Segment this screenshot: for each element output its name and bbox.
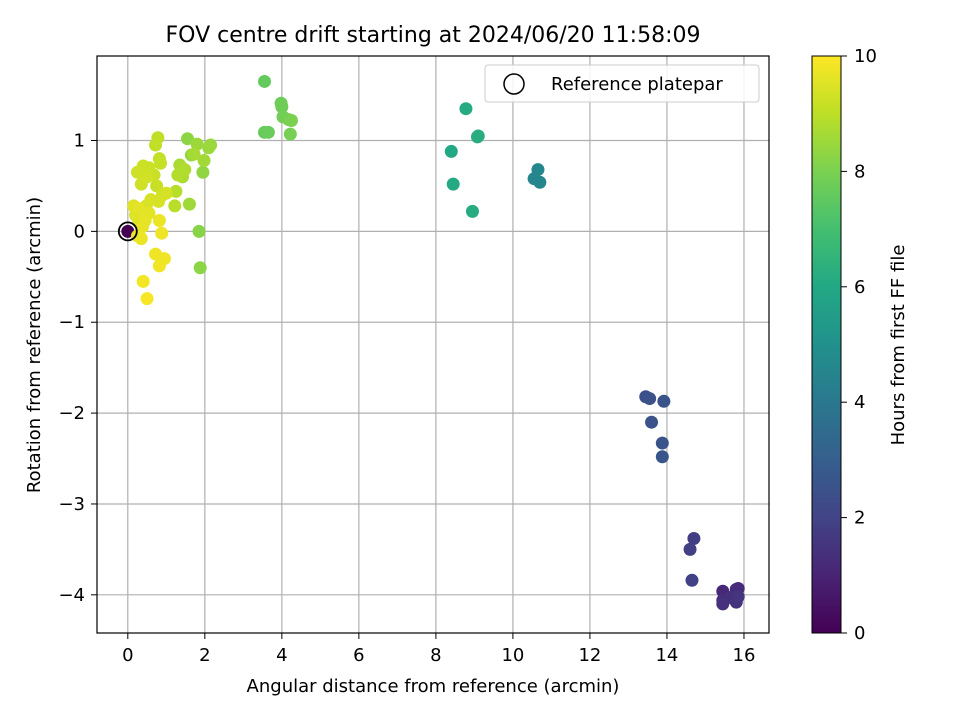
data-point: [121, 224, 135, 238]
data-point: [655, 450, 669, 464]
data-point: [169, 184, 183, 198]
x-tick-label: 8: [430, 645, 441, 666]
x-tick-label: 12: [578, 645, 601, 666]
data-point: [136, 274, 150, 288]
colorbar-tick-label: 8: [854, 161, 865, 182]
data-points: [117, 74, 745, 611]
data-point: [192, 224, 206, 238]
data-point: [283, 127, 297, 141]
data-point: [187, 147, 201, 161]
x-axis-label: Angular distance from reference (arcmin): [247, 676, 620, 697]
x-tick-label: 14: [655, 645, 678, 666]
y-tick-label: −3: [58, 494, 85, 515]
y-tick-label: 1: [74, 131, 85, 152]
legend-entry-reference: Reference platepar: [551, 74, 723, 95]
data-point: [155, 226, 169, 240]
y-tick-label: −2: [58, 403, 85, 424]
data-point: [159, 186, 173, 200]
data-point: [657, 394, 671, 408]
data-point: [284, 114, 298, 128]
data-point: [149, 138, 163, 152]
plot-frame: [96, 55, 770, 634]
data-point: [168, 199, 182, 213]
x-tick-label: 10: [501, 645, 524, 666]
data-point: [202, 141, 216, 155]
data-point: [444, 144, 458, 158]
x-tick-label: 16: [733, 645, 756, 666]
x-tick-label: 6: [353, 645, 364, 666]
x-tick-label: 2: [199, 645, 210, 666]
y-tick-label: −1: [58, 312, 85, 333]
data-point: [731, 590, 745, 604]
data-point: [465, 204, 479, 218]
y-axis-label: Rotation from reference (arcmin): [24, 197, 45, 493]
x-tick-label: 0: [122, 645, 133, 666]
data-point: [154, 156, 168, 170]
colorbar-gradient: [811, 55, 842, 634]
data-point: [193, 261, 207, 275]
colorbar-ticks: 0 2 4 6 8 10: [841, 46, 877, 644]
y-tick-label: 0: [74, 221, 85, 242]
colorbar-tick-label: 10: [854, 46, 877, 67]
data-point: [196, 165, 210, 179]
data-point: [182, 197, 196, 211]
chart-title: FOV centre drift starting at 2024/06/20 …: [166, 23, 701, 48]
data-point: [132, 202, 146, 216]
data-point: [197, 153, 211, 167]
legend-box: [484, 64, 760, 103]
colorbar-tick-label: 2: [854, 508, 865, 529]
data-point: [459, 102, 473, 116]
data-point: [683, 542, 697, 556]
data-point: [643, 392, 657, 406]
data-point: [140, 292, 154, 306]
data-point: [471, 129, 485, 143]
y-axis-ticks: −4 −3 −2 −1 0 1: [58, 131, 97, 606]
data-point: [130, 165, 144, 179]
colorbar: 0 2 4 6 8 10 Hours from first FF file: [811, 46, 909, 644]
data-point: [134, 232, 148, 246]
data-point: [645, 415, 659, 429]
x-tick-label: 4: [276, 645, 287, 666]
data-point: [655, 436, 669, 450]
data-point: [685, 573, 699, 587]
colorbar-tick-label: 6: [854, 277, 865, 298]
data-point: [446, 177, 460, 191]
data-point: [533, 175, 547, 189]
data-point: [152, 213, 166, 227]
y-tick-label: −4: [58, 585, 85, 606]
data-point: [180, 132, 194, 146]
legend-marker: [503, 73, 525, 95]
data-point: [140, 170, 154, 184]
reference-platepar-marker: [117, 221, 138, 242]
legend: Reference platepar: [484, 64, 760, 103]
colorbar-tick-label: 4: [854, 392, 865, 413]
x-axis-ticks: 0 2 4 6 8 10 12 14 16: [122, 633, 755, 666]
grid: [97, 56, 769, 633]
data-point: [258, 74, 272, 88]
colorbar-tick-label: 0: [854, 623, 865, 644]
data-point: [275, 100, 289, 114]
data-point: [531, 163, 545, 177]
data-point: [261, 125, 275, 139]
data-point: [190, 137, 204, 151]
data-point: [687, 531, 701, 545]
data-point: [171, 168, 185, 182]
data-point: [716, 597, 730, 611]
colorbar-label: Hours from first FF file: [888, 245, 909, 446]
data-point: [152, 259, 166, 273]
